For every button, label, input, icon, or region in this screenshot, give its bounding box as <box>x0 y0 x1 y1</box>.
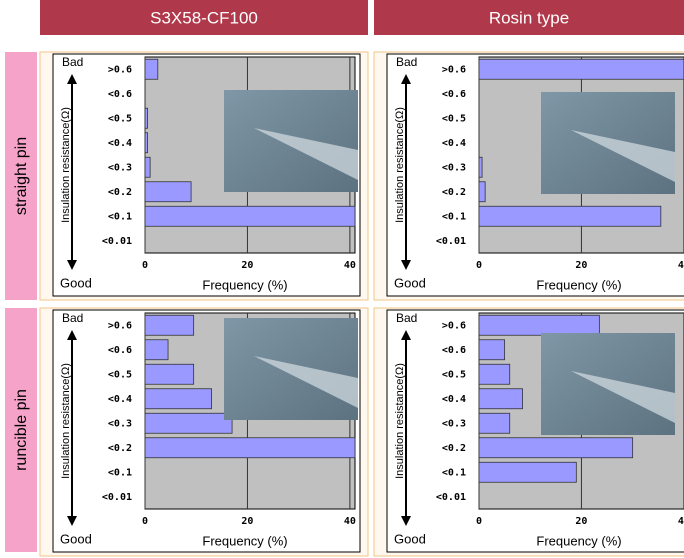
top-label: Bad <box>62 311 83 325</box>
y-axis-label: Insulation resistance(Ω) <box>394 107 406 223</box>
y-tick-label: >0.6 <box>108 64 132 75</box>
y-tick-label: <0.2 <box>108 443 132 454</box>
bar <box>145 133 148 153</box>
x-tick-label: 40 <box>678 260 684 271</box>
y-tick-label: >0.6 <box>108 320 132 331</box>
y-tick-label: <0.6 <box>108 89 132 100</box>
x-tick-label: 20 <box>575 260 587 271</box>
x-tick-label: 20 <box>241 260 253 271</box>
y-tick-label: <0.4 <box>442 138 466 149</box>
bar <box>145 340 168 360</box>
y-tick-label: >0.6 <box>442 320 466 331</box>
y-tick-label: <0.4 <box>108 138 132 149</box>
y-tick-label: <0.6 <box>442 89 466 100</box>
y-tick-label: <0.5 <box>442 113 466 124</box>
x-tick-label: 0 <box>476 260 482 271</box>
x-axis-label: Frequency (%) <box>536 277 621 292</box>
y-tick-label: <0.6 <box>442 345 466 356</box>
y-tick-label: <0.1 <box>108 467 132 478</box>
y-tick-label: <0.01 <box>436 236 466 247</box>
bar <box>145 438 355 458</box>
bottom-label: Good <box>394 531 426 546</box>
y-tick-label: <0.5 <box>108 113 132 124</box>
x-axis-label: Frequency (%) <box>536 533 621 548</box>
top-label: Bad <box>396 311 417 325</box>
row-header: runcible pin <box>13 389 30 471</box>
x-axis-label: Frequency (%) <box>202 533 287 548</box>
y-axis-label: Insulation resistance(Ω) <box>394 363 406 479</box>
bar <box>479 389 523 409</box>
y-tick-label: <0.2 <box>108 187 132 198</box>
y-tick-label: <0.2 <box>442 443 466 454</box>
y-axis-label: Insulation resistance(Ω) <box>60 363 72 479</box>
bar <box>479 315 599 335</box>
y-tick-label: <0.2 <box>442 187 466 198</box>
y-tick-label: <0.6 <box>108 345 132 356</box>
y-axis-label: Insulation resistance(Ω) <box>60 107 72 223</box>
y-tick-label: <0.01 <box>102 492 132 503</box>
y-tick-label: <0.01 <box>436 492 466 503</box>
bar <box>479 413 510 433</box>
bar <box>145 315 194 335</box>
bar <box>479 157 482 177</box>
x-tick-label: 40 <box>678 516 684 527</box>
y-tick-label: <0.5 <box>108 369 132 380</box>
y-tick-label: <0.4 <box>108 394 132 405</box>
x-tick-label: 20 <box>575 516 587 527</box>
bar <box>145 206 355 226</box>
bottom-label: Good <box>60 531 92 546</box>
y-tick-label: <0.4 <box>442 394 466 405</box>
y-tick-label: <0.3 <box>442 418 466 429</box>
x-tick-label: 40 <box>344 516 356 527</box>
bar <box>479 206 661 226</box>
bar <box>479 438 633 458</box>
y-tick-label: >0.6 <box>442 64 466 75</box>
bottom-label: Good <box>394 275 426 290</box>
bar <box>479 59 684 79</box>
bar <box>145 108 148 128</box>
bar <box>479 340 505 360</box>
bar <box>145 413 232 433</box>
x-tick-label: 20 <box>241 516 253 527</box>
top-label: Bad <box>62 55 83 69</box>
y-tick-label: <0.1 <box>442 211 466 222</box>
y-tick-label: <0.1 <box>108 211 132 222</box>
y-tick-label: <0.3 <box>442 162 466 173</box>
y-tick-label: <0.3 <box>108 162 132 173</box>
bar <box>145 182 191 202</box>
bar <box>479 182 485 202</box>
top-label: Bad <box>396 55 417 69</box>
x-tick-label: 40 <box>344 260 356 271</box>
x-tick-label: 0 <box>476 516 482 527</box>
y-tick-label: <0.01 <box>102 236 132 247</box>
bar <box>479 364 510 384</box>
x-tick-label: 0 <box>142 516 148 527</box>
bar <box>145 59 158 79</box>
figure: S3X58-CF100 Rosin type straight pin runc… <box>0 0 684 558</box>
row-header: straight pin <box>13 137 30 215</box>
y-tick-label: <0.1 <box>442 467 466 478</box>
column-header: S3X58-CF100 <box>150 8 258 27</box>
y-tick-label: <0.3 <box>108 418 132 429</box>
x-tick-label: 0 <box>142 260 148 271</box>
bar <box>145 389 212 409</box>
bar <box>145 364 194 384</box>
column-header: Rosin type <box>489 8 569 27</box>
y-tick-label: <0.5 <box>442 369 466 380</box>
x-axis-label: Frequency (%) <box>202 277 287 292</box>
bottom-label: Good <box>60 275 92 290</box>
bar <box>145 157 150 177</box>
bar <box>479 462 576 482</box>
